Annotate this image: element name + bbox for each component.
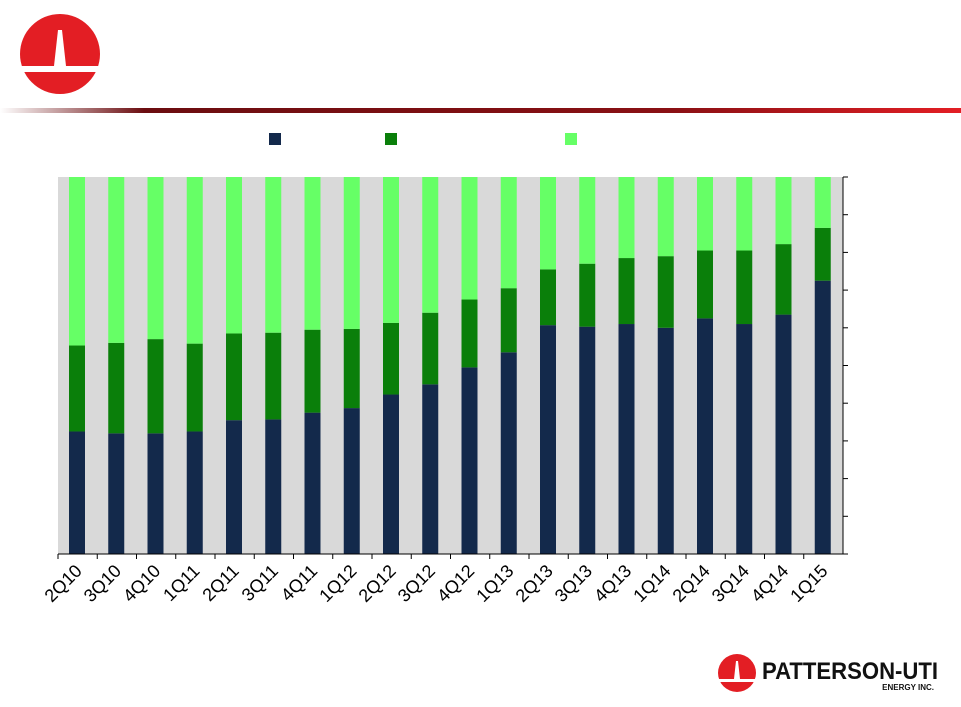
bar-3Q12-series-1 xyxy=(422,384,439,554)
bar-4Q11-series-2 xyxy=(304,329,321,413)
chart-legend xyxy=(0,130,961,150)
x-tick-label: 2Q12 xyxy=(355,561,400,606)
x-tick-label: 4Q13 xyxy=(590,561,635,606)
bar-2Q12-series-3 xyxy=(383,177,399,323)
bar-3Q13-series-2 xyxy=(579,263,596,327)
header-rule xyxy=(0,108,961,113)
bar-2Q14-series-2 xyxy=(697,250,713,319)
bar-1Q15-series-2 xyxy=(814,227,831,281)
bar-4Q11-series-3 xyxy=(304,177,321,330)
bar-2Q14-series-3 xyxy=(697,177,713,251)
x-tick-label: 2Q11 xyxy=(198,561,242,605)
legend-swatch-series-1 xyxy=(269,133,281,145)
patterson-uti-logo: PATTERSON-UTI ENERGY INC. xyxy=(716,652,941,698)
bar-2Q10-series-3 xyxy=(69,177,85,346)
bar-3Q11-series-2 xyxy=(265,332,282,420)
brand-subname: ENERGY INC. xyxy=(882,683,934,692)
bar-4Q13-series-3 xyxy=(618,177,635,259)
bar-3Q11-series-3 xyxy=(265,177,282,333)
bar-2Q11-series-1 xyxy=(226,420,242,554)
bar-2Q13-series-3 xyxy=(540,177,556,270)
x-tick-label: 3Q13 xyxy=(551,561,596,606)
bar-2Q10-series-1 xyxy=(69,431,85,554)
bar-4Q13-series-1 xyxy=(618,324,635,554)
bar-2Q13-series-1 xyxy=(540,325,556,554)
bar-1Q13-series-2 xyxy=(500,288,517,353)
x-tick-label: 1Q13 xyxy=(472,561,517,606)
x-tick-label: 4Q12 xyxy=(433,561,478,606)
x-tick-label: 3Q14 xyxy=(708,561,753,606)
x-tick-label: 1Q12 xyxy=(315,561,360,606)
bar-4Q10-series-2 xyxy=(147,339,164,434)
bar-1Q14-series-2 xyxy=(657,256,674,328)
bar-1Q14-series-3 xyxy=(657,177,674,257)
bar-3Q10-series-3 xyxy=(108,177,125,343)
bar-4Q11-series-1 xyxy=(304,412,321,555)
bar-1Q15-series-1 xyxy=(814,280,831,554)
x-tick-label: 2Q10 xyxy=(41,561,86,606)
bar-3Q10-series-2 xyxy=(108,342,125,434)
patterson-uti-derrick-icon xyxy=(716,654,758,692)
bar-2Q14-series-1 xyxy=(697,318,713,555)
bar-2Q10-series-2 xyxy=(69,345,85,432)
bar-1Q11-series-2 xyxy=(186,343,203,432)
patterson-uti-derrick-icon xyxy=(18,14,102,94)
bar-3Q14-series-1 xyxy=(736,324,753,554)
x-tick-label: 3Q10 xyxy=(80,561,125,606)
bar-4Q12-series-3 xyxy=(461,177,478,300)
x-tick-label: 3Q11 xyxy=(238,561,282,605)
plot-background xyxy=(58,177,843,554)
stacked-bar-chart: 2Q103Q104Q101Q112Q113Q114Q111Q122Q123Q12… xyxy=(41,176,848,606)
bar-1Q14-series-1 xyxy=(657,327,674,554)
bar-4Q12-series-2 xyxy=(461,299,478,368)
bar-4Q12-series-1 xyxy=(461,367,478,554)
x-tick-label: 2Q13 xyxy=(512,561,557,606)
bar-3Q13-series-3 xyxy=(579,177,596,264)
bar-2Q13-series-2 xyxy=(540,269,556,326)
legend-swatch-series-2 xyxy=(385,133,397,145)
bar-2Q12-series-2 xyxy=(383,322,399,395)
x-tick-label: 1Q14 xyxy=(629,561,674,606)
bar-2Q11-series-2 xyxy=(226,333,242,421)
bar-4Q10-series-1 xyxy=(147,433,164,554)
bar-1Q11-series-1 xyxy=(186,431,203,554)
bar-4Q14-series-3 xyxy=(775,177,792,245)
bar-4Q14-series-1 xyxy=(775,314,792,554)
bar-3Q12-series-3 xyxy=(422,177,439,313)
x-tick-label: 1Q11 xyxy=(159,561,203,605)
bar-1Q11-series-3 xyxy=(186,177,203,344)
bar-3Q13-series-1 xyxy=(579,326,596,554)
bar-3Q12-series-2 xyxy=(422,312,439,385)
bar-1Q13-series-3 xyxy=(500,177,517,289)
x-tick-label: 3Q12 xyxy=(394,561,439,606)
x-tick-label: 2Q14 xyxy=(669,561,714,606)
y-tick-group xyxy=(843,176,848,555)
bar-2Q11-series-3 xyxy=(226,177,242,334)
bar-1Q12-series-2 xyxy=(343,328,360,409)
bar-4Q10-series-3 xyxy=(147,177,164,340)
x-tick-group xyxy=(57,554,805,559)
bar-1Q15-series-3 xyxy=(814,177,831,228)
bar-3Q10-series-1 xyxy=(108,433,125,554)
bar-4Q13-series-2 xyxy=(618,258,635,325)
bar-1Q13-series-1 xyxy=(500,352,517,554)
bar-4Q14-series-2 xyxy=(775,244,792,315)
bar-3Q11-series-1 xyxy=(265,419,282,554)
x-tick-label-group: 2Q103Q104Q101Q112Q113Q114Q111Q122Q123Q12… xyxy=(41,561,832,606)
x-tick-label: 4Q11 xyxy=(277,561,321,605)
bar-group xyxy=(69,177,831,555)
legend-swatch-series-3 xyxy=(565,133,577,145)
bar-3Q14-series-3 xyxy=(736,177,753,251)
brand-name: PATTERSON-UTI xyxy=(762,658,938,685)
bar-3Q14-series-2 xyxy=(736,250,753,325)
bar-1Q12-series-1 xyxy=(343,408,360,554)
x-tick-label: 4Q10 xyxy=(119,561,164,606)
bar-1Q12-series-3 xyxy=(343,177,360,329)
x-tick-label: 4Q14 xyxy=(747,561,792,606)
bar-2Q12-series-1 xyxy=(383,394,399,554)
x-tick-label: 1Q15 xyxy=(786,561,831,606)
